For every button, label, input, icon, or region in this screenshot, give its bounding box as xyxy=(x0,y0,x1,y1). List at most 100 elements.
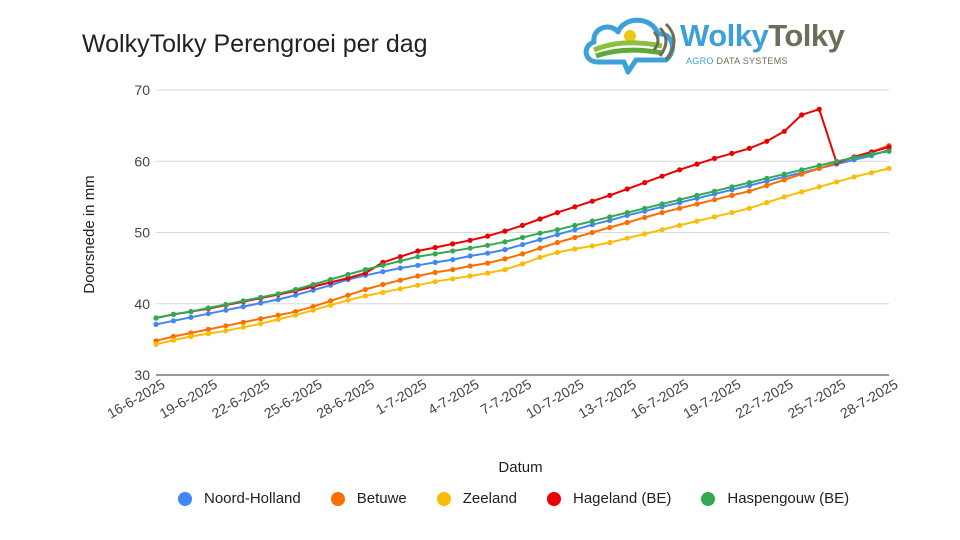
data-point-betuwe xyxy=(327,298,334,304)
legend-item: Noord-Holland xyxy=(178,490,301,507)
data-point-betuwe xyxy=(362,286,368,293)
data-point-haspengouw-be xyxy=(711,188,718,194)
data-point-haspengouw-be xyxy=(170,311,177,317)
series-line-hageland-be xyxy=(155,108,890,319)
data-point-betuwe xyxy=(572,234,578,241)
data-point-hageland-be xyxy=(607,192,613,198)
x-tick-label: 25-7-2025 xyxy=(785,376,848,422)
legend-marker xyxy=(436,491,451,506)
data-point-hageland-be xyxy=(589,198,595,204)
data-point-hageland-be xyxy=(624,186,630,192)
data-point-haspengouw-be xyxy=(502,239,508,245)
data-point-noord-holland xyxy=(380,269,386,275)
data-point-zeeland xyxy=(607,239,613,246)
data-point-betuwe xyxy=(223,323,229,329)
data-point-haspengouw-be xyxy=(677,197,683,203)
data-point-haspengouw-be xyxy=(519,234,526,241)
data-point-betuwe xyxy=(153,338,159,344)
data-point-haspengouw-be xyxy=(327,276,334,283)
data-point-zeeland xyxy=(153,341,159,347)
x-tick-label: 10-7-2025 xyxy=(523,376,586,422)
data-point-haspengouw-be xyxy=(258,294,264,300)
data-point-betuwe xyxy=(677,205,683,211)
data-point-zeeland xyxy=(519,261,526,267)
data-point-haspengouw-be xyxy=(799,167,805,173)
data-point-haspengouw-be xyxy=(397,258,403,264)
data-point-betuwe xyxy=(432,269,438,275)
x-tick-label: 22-6-2025 xyxy=(209,376,272,422)
data-point-hageland-be xyxy=(397,254,403,260)
data-point-noord-holland xyxy=(258,300,264,306)
data-point-zeeland xyxy=(502,267,508,273)
data-point-noord-holland xyxy=(275,296,281,303)
data-point-haspengouw-be xyxy=(764,175,770,181)
y-tick-label: 40 xyxy=(134,296,150,312)
legend-label: Betuwe xyxy=(356,490,407,507)
data-point-noord-holland xyxy=(170,318,177,324)
data-point-noord-holland xyxy=(293,292,299,298)
data-point-zeeland xyxy=(851,174,857,180)
data-point-haspengouw-be xyxy=(624,210,630,216)
data-point-hageland-be xyxy=(764,138,770,144)
data-point-hageland-be xyxy=(450,241,456,247)
data-point-noord-holland xyxy=(554,232,561,238)
data-point-zeeland xyxy=(362,293,368,299)
y-axis-title: Doorsnede in mm xyxy=(81,175,98,293)
data-point-hageland-be xyxy=(519,222,526,228)
legend-item: Hageland (BE) xyxy=(546,490,671,507)
data-point-noord-holland xyxy=(467,253,473,259)
data-point-haspengouw-be xyxy=(781,171,787,177)
x-tick-label: 22-7-2025 xyxy=(733,376,796,422)
legend-marker xyxy=(330,491,345,506)
data-point-hageland-be xyxy=(729,150,735,156)
data-point-hageland-be xyxy=(711,155,718,161)
data-point-zeeland xyxy=(554,249,561,255)
data-point-haspengouw-be xyxy=(485,242,491,248)
data-point-noord-holland xyxy=(397,265,403,271)
data-point-haspengouw-be xyxy=(554,227,561,233)
data-point-hageland-be xyxy=(432,244,438,251)
data-point-zeeland xyxy=(397,286,403,292)
data-point-zeeland xyxy=(799,189,805,195)
data-point-noord-holland xyxy=(589,222,595,228)
data-point-zeeland xyxy=(694,218,700,224)
data-point-zeeland xyxy=(485,270,491,276)
data-point-zeeland xyxy=(729,210,735,216)
data-point-haspengouw-be xyxy=(432,251,438,257)
data-point-zeeland xyxy=(170,337,177,343)
logo-name-part1: Wolky xyxy=(680,18,769,53)
data-point-haspengouw-be xyxy=(572,222,578,228)
legend-label: Zeeland xyxy=(462,490,517,507)
data-point-noord-holland xyxy=(205,311,211,317)
data-point-hageland-be xyxy=(345,275,351,281)
data-point-noord-holland xyxy=(415,262,421,268)
data-point-zeeland xyxy=(327,302,334,308)
data-point-zeeland xyxy=(537,254,543,260)
x-tick-label: 19-7-2025 xyxy=(680,376,743,422)
data-point-hageland-be xyxy=(502,228,508,234)
data-point-zeeland xyxy=(258,321,264,327)
data-point-betuwe xyxy=(380,281,386,288)
data-point-betuwe xyxy=(694,201,700,207)
data-point-betuwe xyxy=(746,188,753,194)
data-point-haspengouw-be xyxy=(450,248,456,254)
data-point-noord-holland xyxy=(310,287,316,293)
data-point-zeeland xyxy=(677,222,683,228)
data-point-noord-holland xyxy=(537,237,543,243)
legend-label: Haspengouw (BE) xyxy=(727,490,850,507)
data-point-haspengouw-be xyxy=(362,267,368,273)
data-point-zeeland xyxy=(310,307,316,313)
data-point-zeeland xyxy=(205,331,211,337)
data-point-zeeland xyxy=(659,227,665,233)
data-point-hageland-be xyxy=(694,161,700,167)
data-point-zeeland xyxy=(711,214,718,220)
data-point-haspengouw-be xyxy=(816,162,822,169)
data-point-haspengouw-be xyxy=(694,192,700,198)
data-point-betuwe xyxy=(589,229,595,236)
data-point-hageland-be xyxy=(642,180,648,186)
data-point-haspengouw-be xyxy=(851,155,857,161)
data-point-noord-holland xyxy=(607,217,613,223)
data-point-haspengouw-be xyxy=(223,301,229,308)
data-point-hageland-be xyxy=(816,106,822,112)
x-tick-label: 16-7-2025 xyxy=(628,376,691,422)
